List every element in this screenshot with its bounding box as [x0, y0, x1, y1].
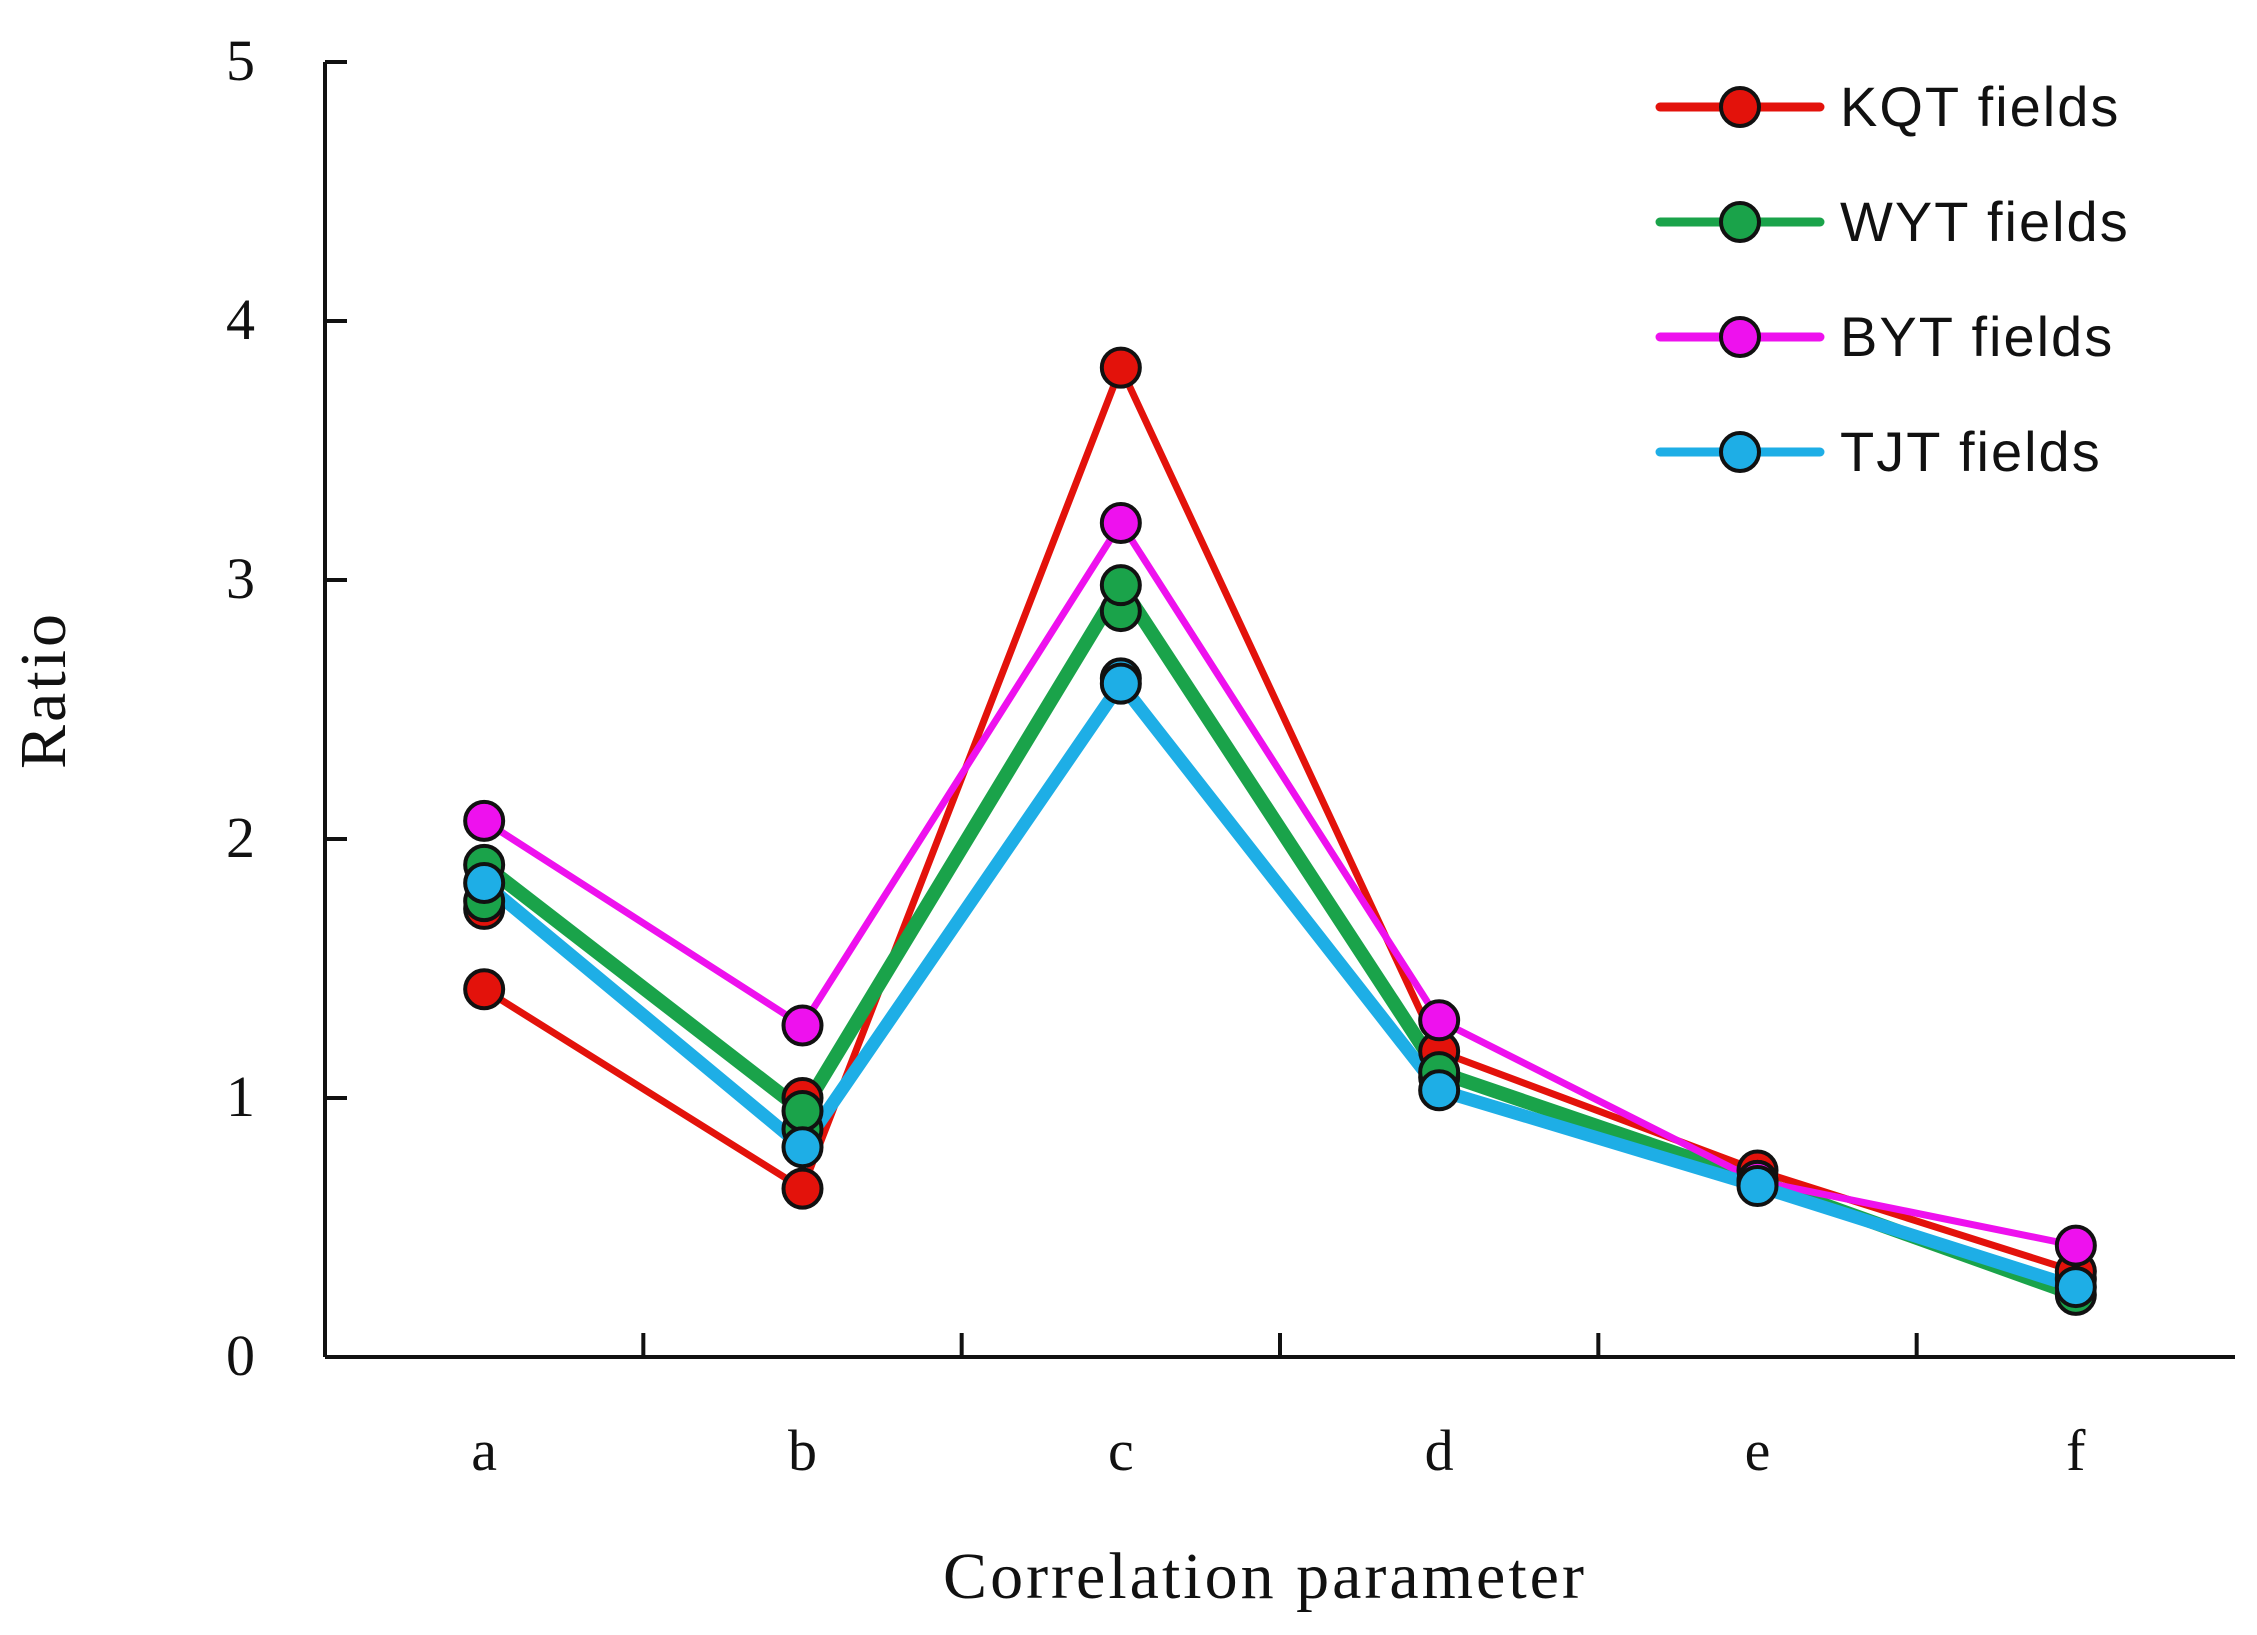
y-tick-label: 1	[226, 1064, 255, 1129]
y-axis-title: Ratio	[7, 611, 80, 769]
x-tick-label-c: c	[1108, 1418, 1134, 1483]
series-4-point-e	[1736, 1165, 1779, 1208]
series-layer	[477, 364, 2083, 1302]
legend-swatch-marker	[1719, 201, 1761, 243]
series-line-1	[480, 364, 2080, 1276]
points-layer	[463, 346, 2097, 1316]
series-3-point-d	[1418, 999, 1461, 1042]
series-4-point-d	[1418, 1069, 1461, 1112]
x-axis-title: Correlation parameter	[943, 1540, 1587, 1613]
x-tick-label-f: f	[2066, 1418, 2086, 1483]
series-3-point-c	[1099, 502, 1142, 545]
legend-swatch-marker	[1719, 431, 1761, 473]
legend: KQT fields WYT fields BYT fields TJT fields	[1655, 75, 2130, 483]
y-tick-label: 5	[226, 28, 255, 93]
legend-swatch-marker	[1719, 316, 1761, 358]
y-tick-label: 4	[226, 287, 255, 352]
series-1-point-c	[1099, 346, 1142, 389]
series-4-point-c	[1099, 662, 1142, 705]
legend-item-1: KQT fields	[1655, 75, 2120, 138]
legend-label: WYT fields	[1840, 190, 2130, 253]
legend-label: TJT fields	[1840, 420, 2102, 483]
x-tick-label-b: b	[788, 1418, 817, 1483]
y-tick-label: 0	[226, 1323, 255, 1388]
x-ticks: a b c d e f	[471, 1333, 2086, 1483]
series-line-3	[480, 519, 2080, 1250]
series-line-4	[477, 677, 2083, 1294]
series-line-2	[477, 578, 2083, 1302]
legend-item-3: BYT fields	[1655, 305, 2114, 368]
series-3-point-a	[463, 799, 506, 842]
legend-label: BYT fields	[1840, 305, 2114, 368]
series-3-point-f	[2054, 1224, 2097, 1267]
series-4-point-f	[2054, 1266, 2097, 1309]
x-tick-label-a: a	[471, 1418, 497, 1483]
legend-item-4: TJT fields	[1655, 420, 2102, 483]
legend-item-2: WYT fields	[1655, 190, 2130, 253]
x-tick-label-d: d	[1425, 1418, 1454, 1483]
series-1-point-b	[781, 1167, 824, 1210]
x-tick-label-e: e	[1745, 1418, 1771, 1483]
series-4-point-b	[781, 1126, 824, 1169]
series-4-point-a	[463, 862, 506, 905]
legend-swatch-marker	[1719, 86, 1761, 128]
series-3-point-b	[781, 1004, 824, 1047]
legend-label: KQT fields	[1840, 75, 2120, 138]
series-2-point-c	[1099, 564, 1142, 607]
y-ticks: 0 1 2 3 4 5	[226, 28, 347, 1388]
series-2-point-b	[781, 1089, 824, 1132]
series-1-point-a	[463, 968, 506, 1011]
y-tick-label: 3	[226, 546, 255, 611]
y-tick-label: 2	[226, 805, 255, 870]
